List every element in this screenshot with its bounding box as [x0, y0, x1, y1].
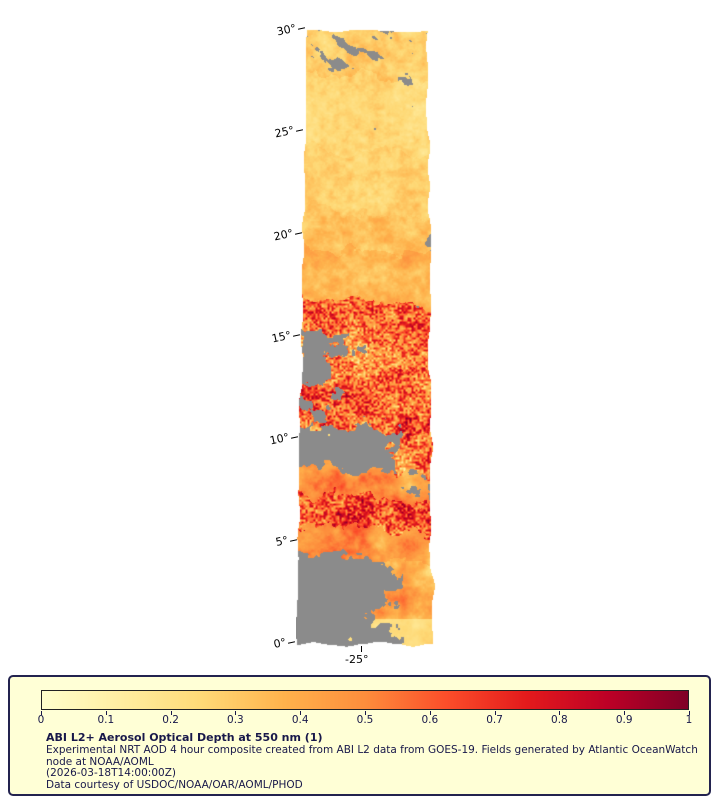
colorbar-tick-label: 0.4: [291, 714, 309, 726]
lat-tick-label: 0°: [272, 635, 288, 651]
lat-tick-label: 20°: [272, 226, 295, 244]
colorbar-tick-mark: [559, 711, 561, 715]
lat-tick-label: 5°: [274, 533, 290, 549]
lat-tick-mark: [287, 641, 296, 644]
lat-tick-label: 15°: [270, 328, 293, 346]
colorbar-tick-label: 0.1: [97, 714, 115, 726]
colorbar-tick-mark: [170, 711, 172, 715]
colorbar-tick-mark: [105, 711, 107, 715]
colorbar-tick-mark: [429, 711, 431, 715]
colorbar-tick-label: 0.2: [162, 714, 179, 726]
colorbar-tick-label: 0.5: [356, 714, 374, 726]
colorbar-tick-label: 0.3: [227, 714, 244, 726]
caption-credit: Data courtesy of USDOC/NOAA/OAR/AOML/PHO…: [46, 778, 303, 791]
colorbar-tick-mark: [41, 711, 42, 715]
colorbar-tick-label: 1: [685, 714, 693, 726]
colorbar-tick-mark: [365, 711, 366, 715]
lat-tick-label: 10°: [268, 430, 291, 448]
colorbar-tick-label: 0: [37, 714, 45, 726]
lon-tick-mark: [361, 646, 362, 652]
colorbar-tick-mark: [689, 711, 690, 715]
colorbar-tick-label: 0.7: [486, 714, 503, 726]
colorbar-tick-label: 0.8: [551, 714, 568, 726]
legend-panel: 0 0.1 0.2 0.3 0.4 0.5 0.6 0.7 0.8 0.9 1 ABI L2+ Ae…: [8, 675, 711, 796]
colorbar-tick-mark: [494, 711, 496, 715]
colorbar: [41, 690, 689, 710]
caption-title: ABI L2+ Aerosol Optical Depth at 550 nm …: [46, 731, 323, 744]
colorbar-tick-label: 0.9: [615, 714, 633, 726]
aod-map-canvas: [296, 26, 436, 650]
caption-timestamp: (2026-03-18T14:00:00Z): [46, 767, 176, 779]
colorbar-tick-mark: [300, 711, 302, 715]
colorbar-tick-mark: [624, 711, 626, 715]
caption-body: Experimental NRT AOD 4 hour composite cr…: [46, 744, 698, 768]
colorbar-tick-mark: [235, 711, 237, 715]
lat-tick-label: 30°: [275, 21, 298, 39]
colorbar-tick-label: 0.6: [421, 714, 439, 726]
caption-block: ABI L2+ Aerosol Optical Depth at 550 nm …: [46, 732, 708, 791]
lat-tick-label: 25°: [273, 123, 296, 141]
lon-tick-label: -25°: [345, 653, 369, 666]
